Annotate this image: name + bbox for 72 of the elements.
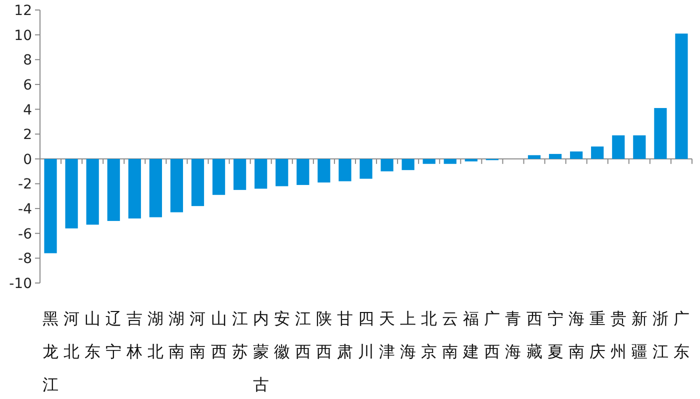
bar: [149, 158, 162, 218]
bar: [212, 158, 226, 195]
x-tick-label: 吉林: [126, 309, 143, 361]
y-tick-label: -2: [18, 176, 32, 193]
x-tick-label: 陕西: [316, 309, 332, 361]
x-tick-label: 河南: [190, 309, 206, 361]
bar: [612, 135, 625, 159]
x-tick-label: 海南: [568, 309, 584, 361]
x-tick-label: 黑龙江: [42, 309, 59, 394]
y-tick-label: -10: [9, 276, 32, 292]
x-tick-label: 内蒙古: [252, 309, 269, 394]
x-tick-label: 宁夏: [547, 309, 564, 361]
y-tick-label: -4: [18, 202, 32, 218]
x-tick-label: 四川: [358, 309, 374, 361]
x-tick-label: 江苏: [232, 309, 248, 361]
bar: [422, 158, 436, 164]
x-tick-label: 湖北: [148, 309, 164, 361]
bar: [444, 158, 456, 164]
x-tick-label: 江西: [294, 309, 311, 361]
x-tick-label: 广东: [673, 309, 690, 361]
bar: [296, 158, 310, 185]
x-tick-label: 山东: [84, 309, 101, 361]
x-tick-label: 广西: [484, 309, 500, 361]
x-tick-label: 重庆: [589, 309, 606, 361]
y-tick-label: 8: [23, 52, 32, 69]
bar: [528, 155, 541, 159]
x-tick-label: 辽宁: [106, 309, 122, 361]
bar: [233, 158, 246, 190]
y-tick-label: -8: [18, 251, 32, 268]
x-tick-label: 福建: [462, 309, 480, 361]
bar: [254, 158, 268, 189]
x-tick-label: 湖南: [168, 309, 185, 361]
y-tick-label: 0: [23, 152, 32, 168]
x-tick-label: 天津: [379, 309, 396, 361]
bar: [65, 158, 78, 228]
bar: [654, 108, 667, 159]
y-tick-label: 2: [23, 127, 32, 144]
bar: [570, 151, 583, 159]
bar: [591, 146, 604, 159]
x-tick-label: 浙江: [652, 309, 668, 361]
x-tick-label: 河北: [64, 309, 80, 361]
bar: [402, 158, 414, 170]
x-tick-label: 山西: [210, 309, 227, 361]
x-tick-label: 云南: [442, 309, 458, 361]
bar: [675, 34, 688, 159]
bar: [107, 158, 120, 221]
x-tick-label: 甘肃: [336, 309, 353, 361]
bar: [633, 135, 646, 159]
bar: [128, 158, 141, 218]
bar: [170, 158, 184, 212]
x-tick-label: 西藏: [526, 309, 542, 361]
y-tick-label: 4: [23, 102, 32, 118]
x-tick-label: 北京: [421, 309, 438, 361]
bar: [464, 158, 478, 162]
x-tick-label: 上海: [400, 309, 416, 361]
bar: [338, 158, 352, 182]
y-tick-label: 6: [23, 77, 32, 94]
bar: [44, 158, 57, 254]
x-tick-label: 安徽: [274, 309, 290, 361]
y-tick-label: 10: [14, 28, 32, 44]
y-tick-label: -6: [18, 226, 32, 242]
bar: [360, 158, 372, 179]
bar: [191, 158, 204, 206]
bar: [318, 158, 330, 182]
x-tick-label: 青海: [505, 309, 522, 361]
bar: [86, 158, 99, 225]
bar: [380, 158, 394, 172]
y-tick-label: 12: [14, 3, 32, 19]
bar: [548, 154, 562, 159]
x-tick-label: 贵州: [610, 309, 626, 361]
x-tick-label: 新疆: [631, 309, 648, 361]
bar: [276, 158, 288, 186]
